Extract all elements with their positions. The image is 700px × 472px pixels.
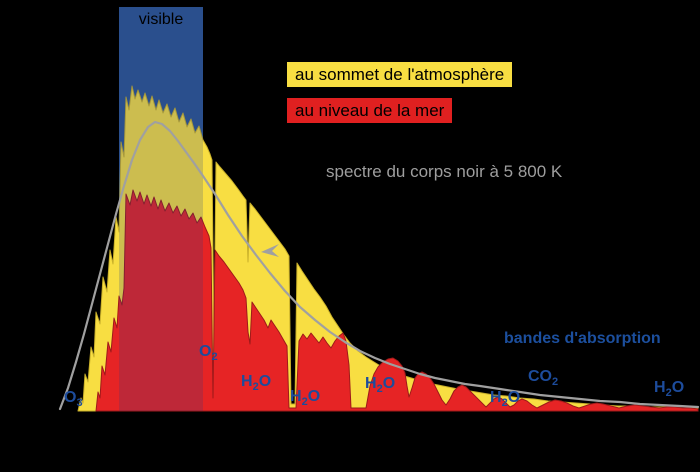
spectrum-area-1: [95, 189, 699, 412]
absorption-label-co2: CO2: [528, 368, 559, 389]
absorption-label-o3: O3: [64, 389, 83, 410]
absorption-label-h2o: H2O: [654, 379, 685, 400]
absorption-label-o2: O2: [199, 343, 218, 364]
visible-band-tint: [119, 7, 203, 411]
absorption-label-h2o: H2O: [490, 389, 521, 410]
visible-band-label: visible: [138, 11, 184, 28]
absorption-label-h2o: H2O: [241, 373, 272, 394]
legend-top-of-atmosphere: au sommet de l'atmosphère: [287, 62, 513, 87]
absorption-label-h2o: H2O: [365, 375, 396, 396]
absorption-bands-title: bandes d'absorption: [504, 330, 661, 347]
legend-sea-level: au niveau de la mer: [287, 98, 453, 123]
absorption-label-h2o: H2O: [290, 388, 321, 409]
blackbody-curve-label: spectre du corps noir à 5 800 K: [326, 162, 563, 181]
blackbody-pointer-arrow-icon: [261, 244, 279, 257]
blackbody-curve: [58, 120, 700, 411]
